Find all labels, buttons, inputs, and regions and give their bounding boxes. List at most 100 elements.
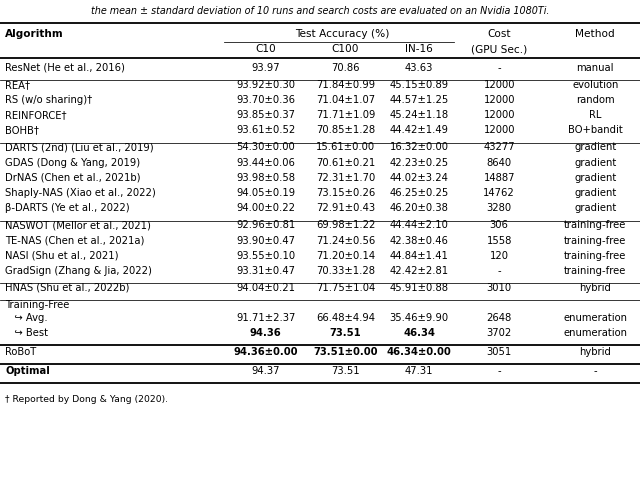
Text: manual: manual bbox=[577, 63, 614, 73]
Text: -: - bbox=[497, 266, 501, 276]
Text: RL: RL bbox=[589, 110, 602, 120]
Text: 12000: 12000 bbox=[483, 95, 515, 105]
Text: 44.42±1.49: 44.42±1.49 bbox=[390, 125, 449, 135]
Text: gradient: gradient bbox=[574, 188, 616, 198]
Text: HNAS (Shu et al., 2022b): HNAS (Shu et al., 2022b) bbox=[5, 283, 129, 293]
Text: 45.15±0.89: 45.15±0.89 bbox=[390, 80, 449, 90]
Text: 72.31±1.70: 72.31±1.70 bbox=[316, 173, 375, 183]
Text: 94.00±0.22: 94.00±0.22 bbox=[236, 203, 295, 213]
Text: C10: C10 bbox=[255, 44, 276, 54]
Text: 1558: 1558 bbox=[486, 236, 512, 245]
Text: GDAS (Dong & Yang, 2019): GDAS (Dong & Yang, 2019) bbox=[5, 158, 140, 168]
Text: RoBoT: RoBoT bbox=[5, 347, 36, 357]
Text: 94.37: 94.37 bbox=[252, 366, 280, 376]
Text: enumeration: enumeration bbox=[563, 328, 627, 338]
Text: 46.34: 46.34 bbox=[403, 328, 435, 338]
Text: 44.84±1.41: 44.84±1.41 bbox=[390, 251, 449, 261]
Text: 42.38±0.46: 42.38±0.46 bbox=[390, 236, 449, 245]
Text: Cost: Cost bbox=[488, 29, 511, 39]
Text: 3280: 3280 bbox=[486, 203, 512, 213]
Text: 91.71±2.37: 91.71±2.37 bbox=[236, 312, 295, 322]
Text: training-free: training-free bbox=[564, 220, 627, 230]
Text: 15.61±0.00: 15.61±0.00 bbox=[316, 143, 375, 152]
Text: 12000: 12000 bbox=[483, 110, 515, 120]
Text: 71.20±0.14: 71.20±0.14 bbox=[316, 251, 375, 261]
Text: 306: 306 bbox=[490, 220, 509, 230]
Text: 93.85±0.37: 93.85±0.37 bbox=[236, 110, 295, 120]
Text: 43277: 43277 bbox=[483, 143, 515, 152]
Text: 14762: 14762 bbox=[483, 188, 515, 198]
Text: gradient: gradient bbox=[574, 173, 616, 183]
Text: 71.04±1.07: 71.04±1.07 bbox=[316, 95, 375, 105]
Text: ResNet (He et al., 2016): ResNet (He et al., 2016) bbox=[5, 63, 125, 73]
Text: 71.84±0.99: 71.84±0.99 bbox=[316, 80, 375, 90]
Text: Algorithm: Algorithm bbox=[5, 29, 64, 39]
Text: 120: 120 bbox=[490, 251, 509, 261]
Text: 94.36±0.00: 94.36±0.00 bbox=[234, 347, 298, 357]
Text: training-free: training-free bbox=[564, 236, 627, 245]
Text: 42.42±2.81: 42.42±2.81 bbox=[390, 266, 449, 276]
Text: C100: C100 bbox=[332, 44, 359, 54]
Text: β-DARTS (Ye et al., 2022): β-DARTS (Ye et al., 2022) bbox=[5, 203, 130, 213]
Text: 93.55±0.10: 93.55±0.10 bbox=[236, 251, 295, 261]
Text: TE-NAS (Chen et al., 2021a): TE-NAS (Chen et al., 2021a) bbox=[5, 236, 145, 245]
Text: training-free: training-free bbox=[564, 266, 627, 276]
Text: 70.33±1.28: 70.33±1.28 bbox=[316, 266, 375, 276]
Text: 94.04±0.21: 94.04±0.21 bbox=[236, 283, 295, 293]
Text: 12000: 12000 bbox=[483, 80, 515, 90]
Text: NASI (Shu et al., 2021): NASI (Shu et al., 2021) bbox=[5, 251, 118, 261]
Text: Test Accuracy (%): Test Accuracy (%) bbox=[295, 29, 390, 39]
Text: IN-16: IN-16 bbox=[405, 44, 433, 54]
Text: 93.31±0.47: 93.31±0.47 bbox=[236, 266, 295, 276]
Text: the mean ± standard deviation of 10 runs and search costs are evaluated on an Nv: the mean ± standard deviation of 10 runs… bbox=[91, 6, 549, 16]
Text: 71.75±1.04: 71.75±1.04 bbox=[316, 283, 375, 293]
Text: 93.90±0.47: 93.90±0.47 bbox=[236, 236, 295, 245]
Text: ↪ Best: ↪ Best bbox=[5, 328, 48, 338]
Text: 35.46±9.90: 35.46±9.90 bbox=[390, 312, 449, 322]
Text: gradient: gradient bbox=[574, 158, 616, 168]
Text: enumeration: enumeration bbox=[563, 312, 627, 322]
Text: 46.20±0.38: 46.20±0.38 bbox=[390, 203, 449, 213]
Text: 44.02±3.24: 44.02±3.24 bbox=[390, 173, 449, 183]
Text: 45.24±1.18: 45.24±1.18 bbox=[390, 110, 449, 120]
Text: 45.91±0.88: 45.91±0.88 bbox=[390, 283, 449, 293]
Text: 43.63: 43.63 bbox=[405, 63, 433, 73]
Text: 66.48±4.94: 66.48±4.94 bbox=[316, 312, 375, 322]
Text: 42.23±0.25: 42.23±0.25 bbox=[390, 158, 449, 168]
Text: training-free: training-free bbox=[564, 251, 627, 261]
Text: -: - bbox=[497, 366, 501, 376]
Text: 3010: 3010 bbox=[486, 283, 512, 293]
Text: Optimal: Optimal bbox=[5, 366, 50, 376]
Text: REINFORCE†: REINFORCE† bbox=[5, 110, 67, 120]
Text: Shaply-NAS (Xiao et al., 2022): Shaply-NAS (Xiao et al., 2022) bbox=[5, 188, 156, 198]
Text: 70.85±1.28: 70.85±1.28 bbox=[316, 125, 375, 135]
Text: REA†: REA† bbox=[5, 80, 30, 90]
Text: 94.05±0.19: 94.05±0.19 bbox=[236, 188, 295, 198]
Text: 73.15±0.26: 73.15±0.26 bbox=[316, 188, 375, 198]
Text: 8640: 8640 bbox=[486, 158, 512, 168]
Text: † Reported by Dong & Yang (2020).: † Reported by Dong & Yang (2020). bbox=[5, 395, 168, 403]
Text: evolution: evolution bbox=[572, 80, 618, 90]
Text: NASWOT (Mellor et al., 2021): NASWOT (Mellor et al., 2021) bbox=[5, 220, 151, 230]
Text: 69.98±1.22: 69.98±1.22 bbox=[316, 220, 375, 230]
Text: hybrid: hybrid bbox=[579, 283, 611, 293]
Text: 44.57±1.25: 44.57±1.25 bbox=[390, 95, 449, 105]
Text: 93.97: 93.97 bbox=[252, 63, 280, 73]
Text: 71.24±0.56: 71.24±0.56 bbox=[316, 236, 375, 245]
Text: hybrid: hybrid bbox=[579, 347, 611, 357]
Text: 46.25±0.25: 46.25±0.25 bbox=[390, 188, 449, 198]
Text: 70.61±0.21: 70.61±0.21 bbox=[316, 158, 375, 168]
Text: random: random bbox=[576, 95, 614, 105]
Text: BO+bandit: BO+bandit bbox=[568, 125, 623, 135]
Text: -: - bbox=[593, 366, 597, 376]
Text: 93.44±0.06: 93.44±0.06 bbox=[236, 158, 295, 168]
Text: Training-Free: Training-Free bbox=[5, 300, 70, 310]
Text: gradient: gradient bbox=[574, 203, 616, 213]
Text: 47.31: 47.31 bbox=[405, 366, 433, 376]
Text: GradSign (Zhang & Jia, 2022): GradSign (Zhang & Jia, 2022) bbox=[5, 266, 152, 276]
Text: 72.91±0.43: 72.91±0.43 bbox=[316, 203, 375, 213]
Text: 44.44±2.10: 44.44±2.10 bbox=[390, 220, 449, 230]
Text: Method: Method bbox=[575, 29, 615, 39]
Text: 3702: 3702 bbox=[486, 328, 512, 338]
Text: DARTS (2nd) (Liu et al., 2019): DARTS (2nd) (Liu et al., 2019) bbox=[5, 143, 154, 152]
